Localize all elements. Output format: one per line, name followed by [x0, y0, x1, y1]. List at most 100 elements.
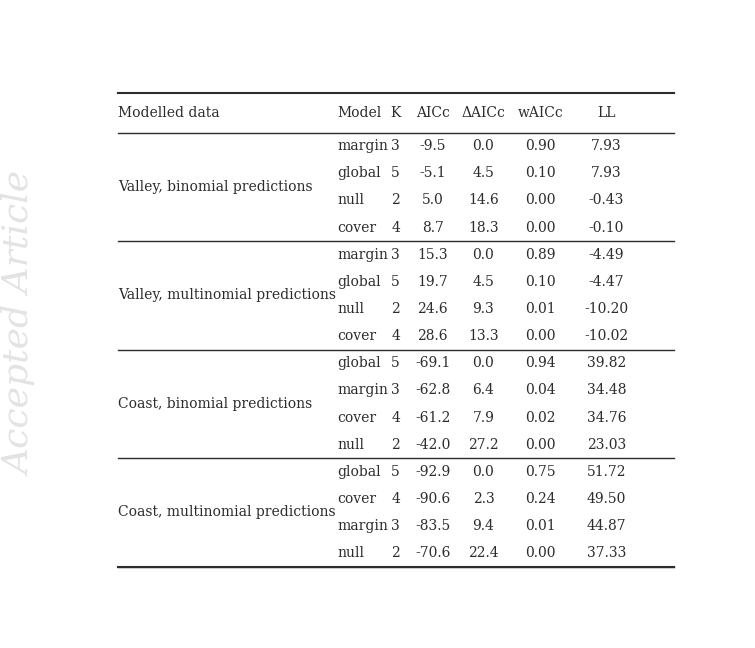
Text: 0.00: 0.00 — [525, 437, 556, 452]
Text: -90.6: -90.6 — [415, 492, 450, 506]
Text: Modelled data: Modelled data — [118, 106, 220, 120]
Text: margin: margin — [337, 248, 388, 262]
Text: 9.4: 9.4 — [473, 519, 495, 533]
Text: margin: margin — [337, 139, 388, 153]
Text: 6.4: 6.4 — [473, 384, 495, 397]
Text: 3: 3 — [391, 384, 400, 397]
Text: 13.3: 13.3 — [468, 329, 499, 343]
Text: 0.0: 0.0 — [473, 139, 495, 153]
Text: 19.7: 19.7 — [418, 275, 448, 289]
Text: 3: 3 — [391, 519, 400, 533]
Text: -61.2: -61.2 — [415, 411, 450, 424]
Text: 18.3: 18.3 — [468, 220, 499, 235]
Text: 0.00: 0.00 — [525, 329, 556, 343]
Text: Valley, binomial predictions: Valley, binomial predictions — [118, 180, 313, 194]
Text: 2: 2 — [391, 194, 400, 207]
Text: Coast, multinomial predictions: Coast, multinomial predictions — [118, 505, 335, 520]
Text: 0.10: 0.10 — [525, 167, 556, 180]
Text: 4.5: 4.5 — [473, 275, 495, 289]
Text: 0.0: 0.0 — [473, 356, 495, 370]
Text: 0.90: 0.90 — [525, 139, 556, 153]
Text: 0.00: 0.00 — [525, 546, 556, 560]
Text: 4: 4 — [391, 329, 400, 343]
Text: cover: cover — [337, 220, 376, 235]
Text: 37.33: 37.33 — [587, 546, 626, 560]
Text: wAICc: wAICc — [517, 106, 563, 120]
Text: 0.04: 0.04 — [525, 384, 556, 397]
Text: -9.5: -9.5 — [419, 139, 445, 153]
Text: 0.02: 0.02 — [525, 411, 556, 424]
Text: 22.4: 22.4 — [468, 546, 499, 560]
Text: 0.89: 0.89 — [525, 248, 556, 262]
Text: -92.9: -92.9 — [415, 465, 450, 479]
Text: 0.10: 0.10 — [525, 275, 556, 289]
Text: 28.6: 28.6 — [418, 329, 448, 343]
Text: 2.3: 2.3 — [473, 492, 495, 506]
Text: 3: 3 — [391, 139, 400, 153]
Text: 24.6: 24.6 — [418, 302, 448, 316]
Text: 4: 4 — [391, 220, 400, 235]
Text: 34.76: 34.76 — [587, 411, 626, 424]
Text: K: K — [390, 106, 401, 120]
Text: 49.50: 49.50 — [587, 492, 626, 506]
Text: 3: 3 — [391, 248, 400, 262]
Text: 4: 4 — [391, 411, 400, 424]
Text: 5: 5 — [391, 275, 400, 289]
Text: 0.0: 0.0 — [473, 465, 495, 479]
Text: -4.47: -4.47 — [589, 275, 624, 289]
Text: 51.72: 51.72 — [587, 465, 626, 479]
Text: 2: 2 — [391, 302, 400, 316]
Text: 27.2: 27.2 — [468, 437, 499, 452]
Text: -62.8: -62.8 — [415, 384, 450, 397]
Text: -42.0: -42.0 — [415, 437, 450, 452]
Text: global: global — [337, 167, 381, 180]
Text: -69.1: -69.1 — [415, 356, 450, 370]
Text: 7.93: 7.93 — [591, 139, 621, 153]
Text: Coast, binomial predictions: Coast, binomial predictions — [118, 397, 312, 411]
Text: LL: LL — [597, 106, 615, 120]
Text: AICc: AICc — [416, 106, 449, 120]
Text: 5: 5 — [391, 167, 400, 180]
Text: cover: cover — [337, 492, 376, 506]
Text: 4: 4 — [391, 492, 400, 506]
Text: 7.93: 7.93 — [591, 167, 621, 180]
Text: 8.7: 8.7 — [421, 220, 443, 235]
Text: null: null — [337, 437, 364, 452]
Text: 5: 5 — [391, 465, 400, 479]
Text: 2: 2 — [391, 546, 400, 560]
Text: -10.20: -10.20 — [584, 302, 628, 316]
Text: 44.87: 44.87 — [587, 519, 626, 533]
Text: 39.82: 39.82 — [587, 356, 626, 370]
Text: -0.10: -0.10 — [589, 220, 624, 235]
Text: -0.43: -0.43 — [589, 194, 624, 207]
Text: -10.02: -10.02 — [584, 329, 628, 343]
Text: global: global — [337, 356, 381, 370]
Text: null: null — [337, 194, 364, 207]
Text: 14.6: 14.6 — [468, 194, 499, 207]
Text: null: null — [337, 302, 364, 316]
Text: Valley, multinomial predictions: Valley, multinomial predictions — [118, 288, 336, 303]
Text: 9.3: 9.3 — [473, 302, 495, 316]
Text: 0.94: 0.94 — [525, 356, 556, 370]
Text: cover: cover — [337, 411, 376, 424]
Text: Accepted Article: Accepted Article — [4, 172, 39, 476]
Text: -4.49: -4.49 — [589, 248, 624, 262]
Text: 0.00: 0.00 — [525, 194, 556, 207]
Text: global: global — [337, 465, 381, 479]
Text: 0.75: 0.75 — [525, 465, 556, 479]
Text: ΔAICc: ΔAICc — [461, 106, 505, 120]
Text: 0.00: 0.00 — [525, 220, 556, 235]
Text: -70.6: -70.6 — [415, 546, 450, 560]
Text: 0.01: 0.01 — [525, 519, 556, 533]
Text: 0.0: 0.0 — [473, 248, 495, 262]
Text: global: global — [337, 275, 381, 289]
Text: 2: 2 — [391, 437, 400, 452]
Text: null: null — [337, 546, 364, 560]
Text: 0.01: 0.01 — [525, 302, 556, 316]
Text: 15.3: 15.3 — [418, 248, 448, 262]
Text: 5: 5 — [391, 356, 400, 370]
Text: 23.03: 23.03 — [587, 437, 626, 452]
Text: margin: margin — [337, 384, 388, 397]
Text: 7.9: 7.9 — [473, 411, 495, 424]
Text: -83.5: -83.5 — [415, 519, 450, 533]
